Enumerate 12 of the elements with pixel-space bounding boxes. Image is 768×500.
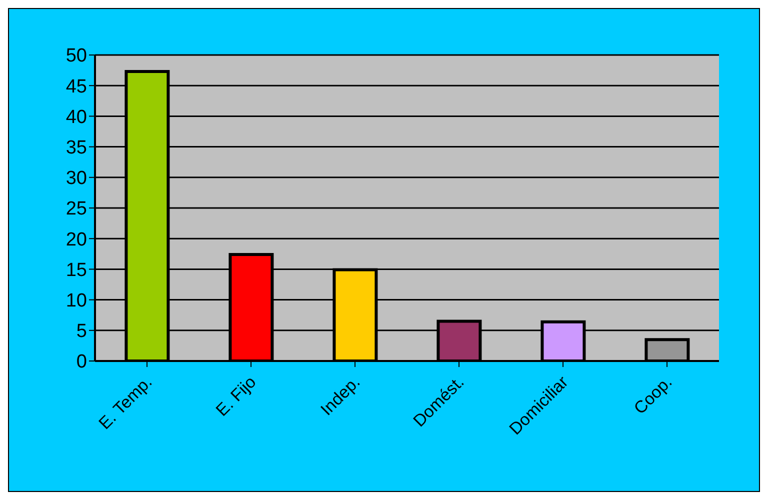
x-tick-label: E. Fijo xyxy=(212,372,260,420)
y-tick-label: 15 xyxy=(66,260,87,281)
y-tick-label: 10 xyxy=(66,290,87,312)
y-tick-label: 50 xyxy=(66,46,87,67)
y-tick-label: 30 xyxy=(66,168,87,190)
y-tick-label: 45 xyxy=(66,76,87,98)
y-tick-label: 5 xyxy=(76,321,87,342)
y-tick-label: 35 xyxy=(66,138,87,159)
y-tick-label: 0 xyxy=(76,352,87,373)
y-tick-label: 25 xyxy=(66,198,87,220)
y-tick-label: 40 xyxy=(66,106,87,128)
y-tick-label: 20 xyxy=(66,229,87,250)
